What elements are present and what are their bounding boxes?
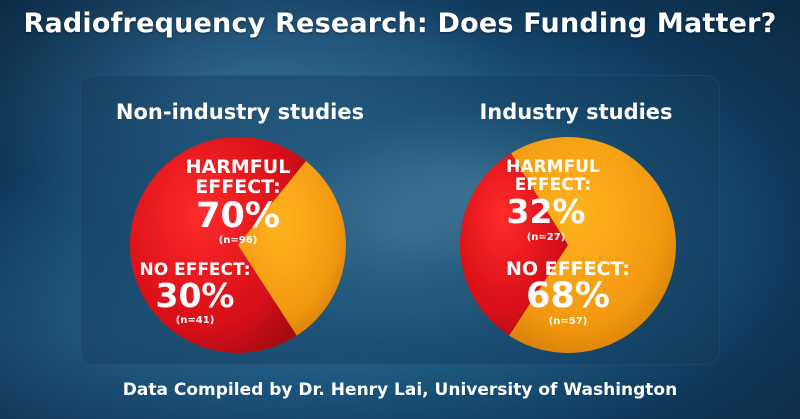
chart-industry: Industry studies HARMFUL EFFECT: 32% (n=…	[459, 100, 676, 354]
label-harmful-n: (n=27)	[527, 232, 566, 243]
page-title: Radiofrequency Research: Does Funding Ma…	[23, 8, 777, 39]
slice-no-effect-industry	[509, 137, 676, 354]
chart-title-industry: Industry studies	[479, 100, 672, 124]
label-harmful-line1: HARMFUL	[506, 157, 600, 177]
label-harmful-percent: 32%	[507, 192, 586, 231]
chart-non-industry: Non-industry studies HARMFUL EFFECT: 70%…	[116, 100, 364, 354]
data-source-caption: Data Compiled by Dr. Henry Lai, Universi…	[122, 380, 678, 400]
chart-title-non-industry: Non-industry studies	[116, 100, 364, 124]
label-harmful-n: (n=96)	[219, 235, 258, 246]
label-harmful-percent: 70%	[196, 196, 280, 236]
label-no-effect-line1: NO EFFECT:	[506, 258, 630, 280]
label-no-effect-n: (n=41)	[176, 315, 215, 326]
slice-harmful-industry	[459, 153, 568, 336]
label-harmful-line1: HARMFUL	[186, 156, 291, 178]
slice-no-effect-non-industry	[238, 161, 347, 336]
label-no-effect-percent: 68%	[526, 276, 610, 316]
label-harmful-line2: EFFECT:	[515, 175, 591, 195]
slice-harmful-non-industry	[130, 137, 306, 354]
label-harmful-line2: EFFECT:	[195, 176, 280, 198]
label-no-effect-line1: NO EFFECT:	[140, 260, 251, 280]
label-no-effect-n: (n=57)	[549, 316, 588, 327]
label-no-effect-percent: 30%	[156, 276, 235, 315]
